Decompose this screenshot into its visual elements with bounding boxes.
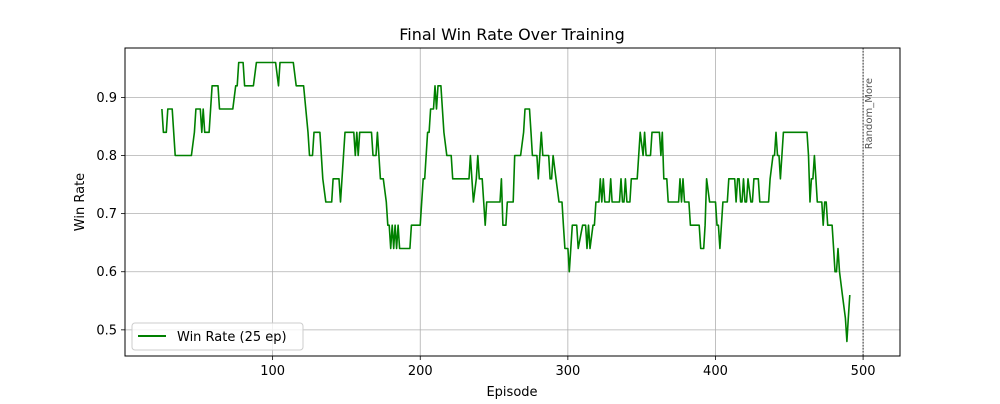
x-tick-label: 500: [851, 364, 876, 379]
y-tick-label: 0.9: [96, 91, 117, 106]
y-tick-label: 0.8: [96, 149, 117, 164]
tick-layer: 100 200 300 400 500 0.5 0.6 0.7 0.8 0.9: [96, 91, 875, 379]
legend-label: Win Rate (25 ep): [177, 330, 287, 345]
y-tick-label: 0.7: [96, 207, 117, 222]
y-axis-label: Win Rate: [73, 173, 88, 231]
x-tick-label: 100: [260, 364, 285, 379]
reference-vline-label: Random_More: [864, 78, 875, 149]
x-tick-label: 400: [703, 364, 728, 379]
x-tick-label: 200: [408, 364, 433, 379]
y-tick-label: 0.5: [96, 323, 117, 338]
x-tick-label: 300: [555, 364, 580, 379]
plot-frame: [124, 47, 901, 357]
y-tick-label: 0.6: [96, 265, 117, 280]
series-line: [161, 61, 851, 343]
chart-title: Final Win Rate Over Training: [399, 25, 625, 44]
series-layer: [161, 61, 851, 343]
annotation-layer: Random_More: [862, 48, 875, 356]
grid-layer: [125, 48, 900, 356]
legend-box: [131, 322, 304, 351]
x-axis-label: Episode: [486, 385, 537, 400]
legend: Win Rate (25 ep): [131, 322, 304, 351]
